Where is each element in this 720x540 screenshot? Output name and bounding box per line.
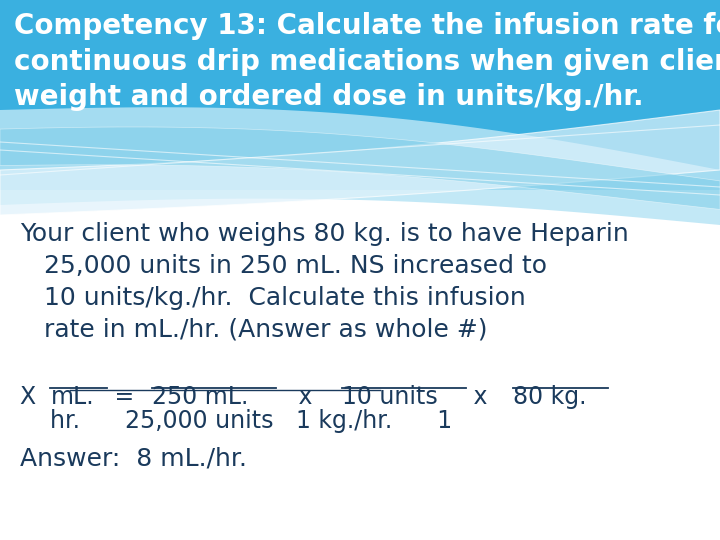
Text: rate in mL./hr. (Answer as whole #): rate in mL./hr. (Answer as whole #)	[20, 318, 487, 342]
Text: Answer:  8 mL./hr.: Answer: 8 mL./hr.	[20, 447, 247, 471]
Text: 80 kg.: 80 kg.	[513, 385, 587, 409]
Text: =: =	[107, 385, 142, 409]
Text: 250 mL.: 250 mL.	[152, 385, 248, 409]
Polygon shape	[0, 127, 720, 210]
Text: 10 units: 10 units	[343, 385, 438, 409]
Text: x: x	[276, 385, 328, 409]
Text: Your client who weighs 80 kg. is to have Heparin: Your client who weighs 80 kg. is to have…	[20, 222, 629, 246]
Text: mL.: mL.	[50, 385, 94, 409]
Text: hr.      25,000 units   1 kg./hr.      1: hr. 25,000 units 1 kg./hr. 1	[20, 409, 452, 433]
Text: X: X	[20, 385, 44, 409]
Polygon shape	[0, 107, 720, 225]
Text: 25,000 units in 250 mL. NS increased to: 25,000 units in 250 mL. NS increased to	[20, 254, 547, 278]
Text: Competency 13: Calculate the infusion rate for
continuous drip medications when : Competency 13: Calculate the infusion ra…	[14, 12, 720, 111]
Bar	[0, 0, 720, 190]
Text: x: x	[466, 385, 503, 409]
Text: 10 units/kg./hr.  Calculate this infusion: 10 units/kg./hr. Calculate this infusion	[20, 286, 526, 310]
Polygon shape	[0, 110, 720, 215]
